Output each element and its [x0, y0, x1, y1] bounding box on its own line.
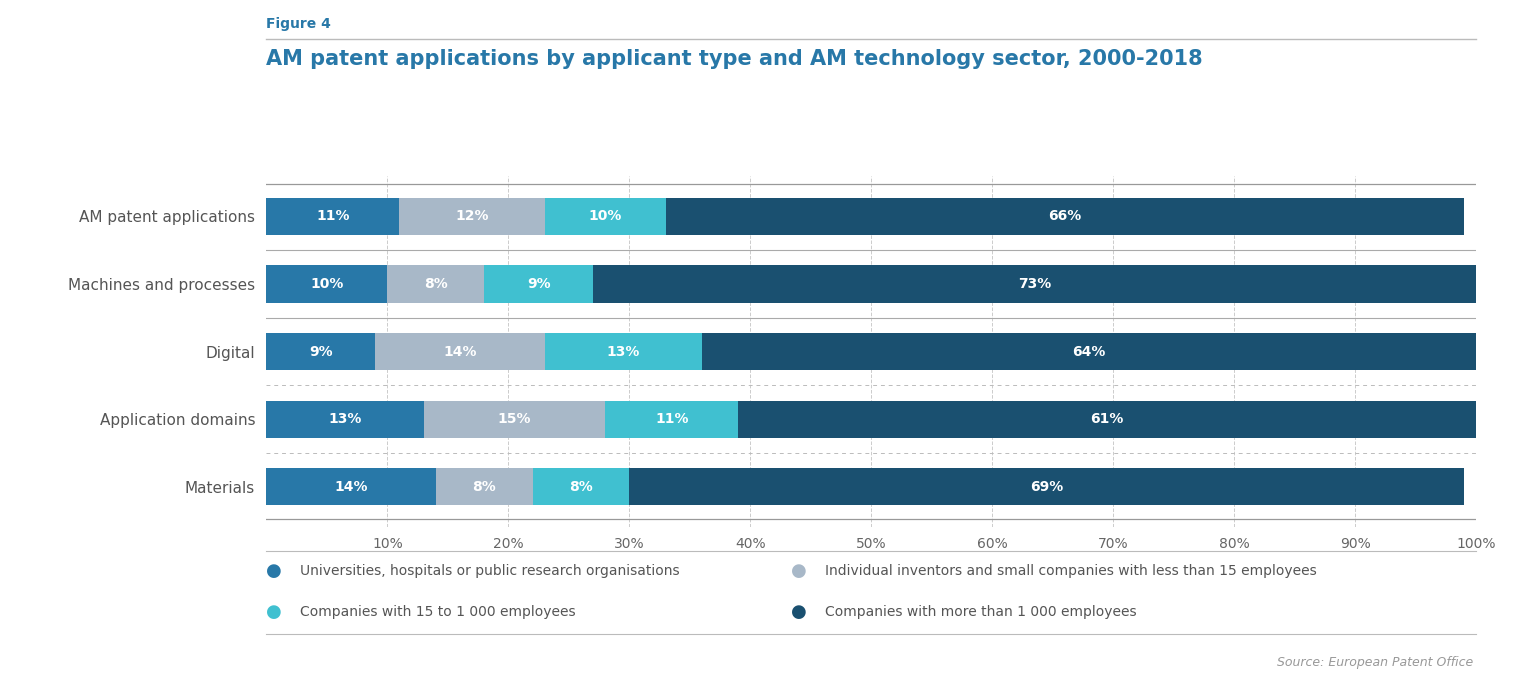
- Bar: [266, 197, 399, 235]
- Text: 8%: 8%: [569, 480, 594, 493]
- Bar: [533, 468, 630, 506]
- Bar: [702, 333, 1476, 370]
- Text: Companies with more than 1 000 employees: Companies with more than 1 000 employees: [825, 605, 1137, 619]
- Text: 10%: 10%: [310, 277, 344, 291]
- Text: ●: ●: [266, 603, 282, 621]
- Text: 8%: 8%: [472, 480, 496, 493]
- Text: Universities, hospitals or public research organisations: Universities, hospitals or public resear…: [300, 564, 679, 578]
- Text: 14%: 14%: [443, 345, 476, 358]
- Bar: [594, 265, 1476, 303]
- Bar: [545, 333, 702, 370]
- Bar: [266, 333, 376, 370]
- Text: 10%: 10%: [589, 210, 622, 223]
- Bar: [376, 333, 545, 370]
- Text: 61%: 61%: [1091, 412, 1123, 426]
- Text: 8%: 8%: [423, 277, 447, 291]
- Text: 64%: 64%: [1073, 345, 1106, 358]
- Text: ●: ●: [266, 562, 282, 580]
- Text: Figure 4: Figure 4: [266, 17, 332, 31]
- Text: Individual inventors and small companies with less than 15 employees: Individual inventors and small companies…: [825, 564, 1317, 578]
- Text: 9%: 9%: [527, 277, 551, 291]
- Bar: [606, 400, 738, 438]
- Text: 69%: 69%: [1030, 480, 1064, 493]
- Text: Companies with 15 to 1 000 employees: Companies with 15 to 1 000 employees: [300, 605, 575, 619]
- Text: ●: ●: [791, 603, 807, 621]
- Text: ●: ●: [791, 562, 807, 580]
- Text: 11%: 11%: [317, 210, 350, 223]
- Bar: [435, 468, 533, 506]
- Text: 11%: 11%: [654, 412, 688, 426]
- Text: 13%: 13%: [607, 345, 639, 358]
- Bar: [630, 468, 1464, 506]
- Bar: [545, 197, 665, 235]
- Text: 13%: 13%: [329, 412, 362, 426]
- Text: 12%: 12%: [455, 210, 489, 223]
- Bar: [266, 265, 387, 303]
- Text: 14%: 14%: [335, 480, 368, 493]
- Text: 9%: 9%: [309, 345, 333, 358]
- Text: 73%: 73%: [1018, 277, 1052, 291]
- Text: 15%: 15%: [498, 412, 531, 426]
- Bar: [484, 265, 594, 303]
- Bar: [387, 265, 484, 303]
- Bar: [738, 400, 1476, 438]
- Bar: [399, 197, 545, 235]
- Bar: [266, 400, 423, 438]
- Text: 66%: 66%: [1049, 210, 1082, 223]
- Bar: [665, 197, 1464, 235]
- Bar: [423, 400, 606, 438]
- Text: AM patent applications by applicant type and AM technology sector, 2000-2018: AM patent applications by applicant type…: [266, 49, 1202, 69]
- Text: Source: European Patent Office: Source: European Patent Office: [1277, 656, 1473, 669]
- Bar: [266, 468, 435, 506]
